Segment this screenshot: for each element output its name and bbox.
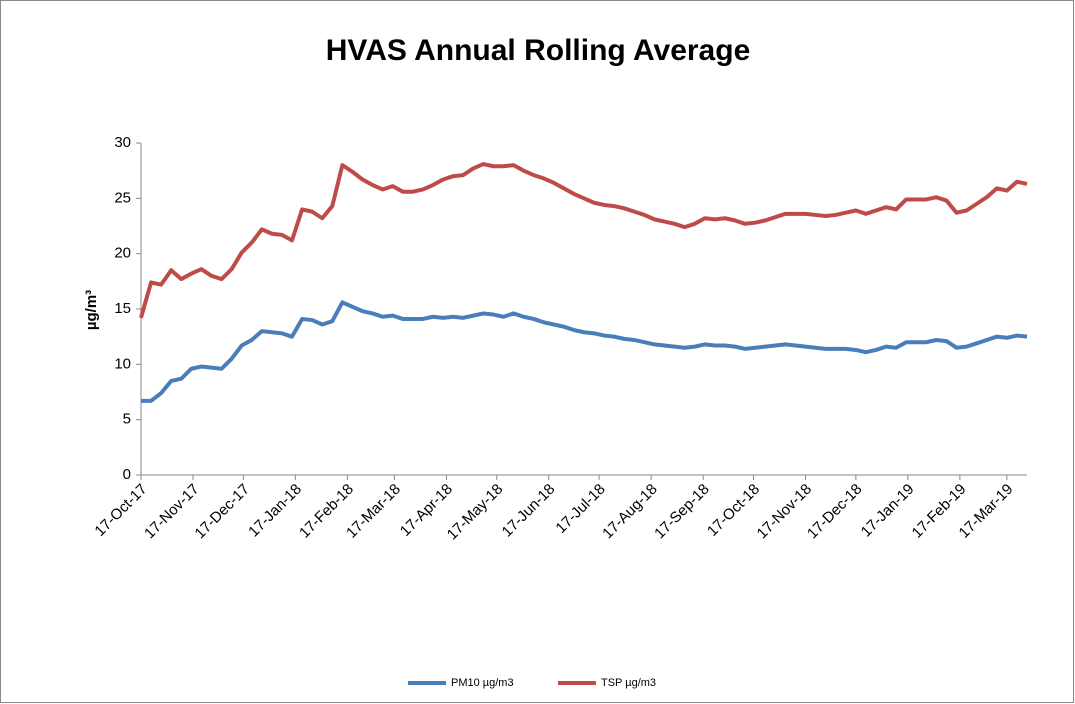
y-tick-label: 30	[114, 134, 131, 151]
legend-label: PM10 µg/m3	[451, 677, 514, 689]
legend-label: TSP µg/m3	[601, 677, 656, 689]
chart-title: HVAS Annual Rolling Average	[326, 34, 751, 67]
y-tick-label: 10	[114, 355, 131, 372]
series-line	[139, 162, 1028, 319]
y-tick-label: 0	[123, 466, 131, 483]
y-tick-label: 5	[123, 411, 131, 428]
y-tick-label: 15	[114, 300, 131, 317]
y-tick-label: 20	[114, 245, 131, 262]
series-line	[141, 300, 1028, 403]
y-axis-label: µg/m³	[83, 290, 100, 330]
y-tick-label: 25	[114, 189, 131, 206]
